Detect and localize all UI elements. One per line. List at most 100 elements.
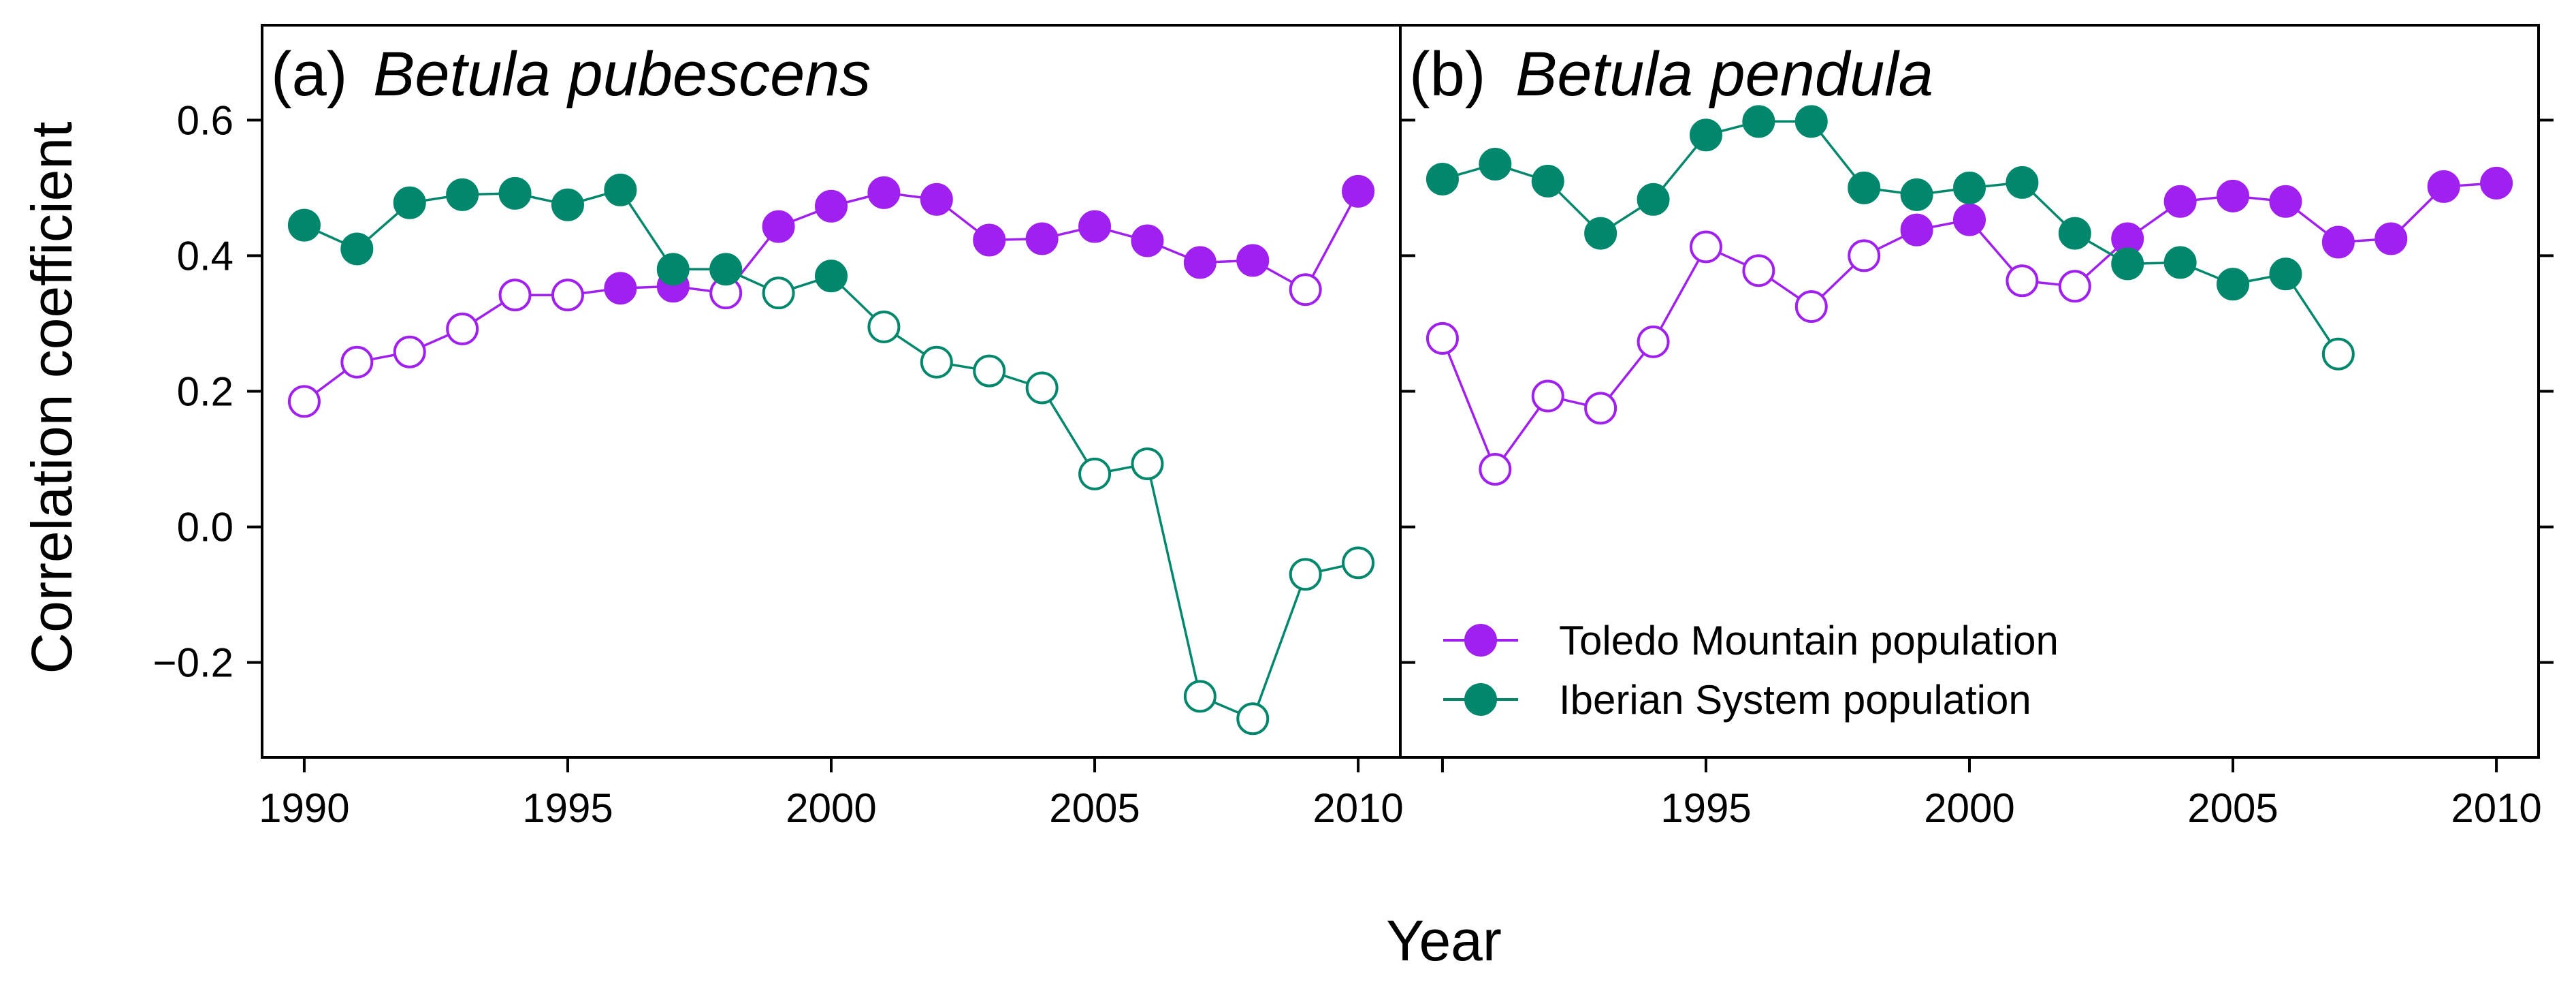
panel-b-point-iberian [2321,337,2355,371]
panel-b-point-toledo [1479,452,1512,486]
panel-b-point-iberian [1637,183,1670,216]
panel-a-point-iberian [867,310,901,343]
panel-a-point-iberian [1025,371,1059,405]
legend-marker-iberian [1464,683,1497,716]
panel-a-point-toledo [762,210,795,243]
panel-a-point-toledo [287,385,321,418]
panel-a-point-toledo [498,279,532,312]
panel-b-species-title: Betula pendula [1515,40,1933,109]
panel-a-point-iberian [1131,447,1164,481]
panel-a-plot: 1990 1995 2000 2005 2010 −0.2 0.0 0.2 0.4 0.6 [153,97,1404,831]
y-axis-title: Correlation coefficient [20,122,84,674]
panel-b-point-toledo [1848,239,1881,272]
legend-label-toledo: Toledo Mountain population [1559,618,2059,663]
panel-b-point-toledo [1426,321,1459,355]
panel-b-point-toledo [2480,166,2513,200]
panel-a-y-tick-label: 0.4 [177,233,234,279]
panel-b-point-iberian [2111,247,2144,281]
panel-a-point-toledo [973,223,1006,257]
panel-a-point-iberian [973,354,1006,388]
panel-b-point-iberian [2163,246,2197,279]
panel-a-point-toledo [1289,273,1322,306]
panel-b-point-toledo [2321,225,2355,259]
panel-b-point-iberian [2006,166,2039,199]
panel-a-point-iberian [1078,457,1112,490]
panel-a-point-iberian [1289,558,1322,591]
panel-b-x-tick-label: 1995 [1660,785,1751,831]
panel-b-point-toledo [1689,230,1722,264]
panel-b-point-toledo [2269,185,2302,218]
panel-a-point-iberian [498,176,532,210]
panel-a-point-toledo [1078,210,1112,243]
panel-b-point-iberian [2269,257,2302,291]
panel-b-point-toledo [1953,203,1986,236]
panel-b-point-iberian [1953,171,1986,204]
panel-a-x-tick-label: 2010 [1313,785,1403,831]
legend: Toledo Mountain population Iberian Syste… [1443,618,2059,723]
panel-b-point-iberian [1900,178,1933,211]
panel-b-point-iberian [2217,268,2250,301]
legend-marker-toledo [1464,624,1497,657]
panel-a-point-toledo [1236,244,1270,277]
panel-a-y-tick-label: 0.0 [177,505,234,550]
panel-b-point-iberian [1531,164,1564,198]
panel-b-point-iberian [1584,217,1617,250]
panel-a-point-toledo [815,189,848,223]
x-axis-title: Year [1386,909,1502,973]
panel-a-point-toledo [551,279,584,312]
panel-a-point-iberian [340,232,374,266]
panel-a-point-iberian [1236,702,1270,736]
panel-b-point-toledo [1794,290,1828,324]
panel-b-label: (b) [1409,40,1485,109]
panel-b-point-toledo [1584,392,1617,425]
panel-a-point-iberian [656,253,690,286]
panel-a-point-toledo [867,176,901,209]
panel-a-point-toledo [393,335,426,368]
panel-a-point-iberian [815,259,848,293]
panel-a-y-tick-label: −0.2 [153,640,234,686]
panel-b-point-toledo [1531,379,1564,413]
panel-b-point-iberian [1426,162,1459,195]
panel-a-point-iberian [762,277,795,310]
panel-b-point-iberian [1742,105,1775,138]
panel-b-point-toledo [2163,185,2197,218]
panel-b-point-iberian [1848,171,1881,204]
panel-a-point-iberian [604,173,637,206]
panel-b-point-iberian [1479,148,1512,181]
panel-b-x-tick-label: 2010 [2451,785,2541,831]
panel-b-x-tick-label: 2005 [2187,785,2278,831]
panel-a-point-iberian [1183,680,1217,713]
panel-a-point-toledo [604,272,637,305]
panel-b-plot: 1995 2000 2005 2010 [1400,105,2554,831]
panel-a-point-toledo [1131,224,1164,257]
panel-a-point-iberian [920,345,953,379]
panel-b-point-iberian [1689,119,1722,152]
panel-a-species-title: Betula pubescens [373,40,871,109]
panel-a-x-tick-label: 1995 [522,785,613,831]
panel-a-x-tick-label: 2005 [1049,785,1140,831]
panel-b-betula-pendula: (b) Betula pendula 1995 2000 2005 2010 Tole… [1399,24,2554,831]
panel-a-x-tick-label: 2000 [786,785,876,831]
panel-a-point-iberian [1342,546,1375,580]
panel-a-point-toledo [340,345,374,379]
panel-b-point-toledo [2374,222,2408,255]
panel-a-point-iberian [287,208,321,242]
panel-b-point-toledo [2427,170,2460,203]
panel-a-point-toledo [1183,246,1217,279]
panel-b-point-iberian [1794,105,1828,138]
panel-a-point-iberian [709,253,743,286]
panel-b-point-iberian [2058,217,2091,250]
legend-item-toledo: Toledo Mountain population [1443,618,2059,663]
panel-b-point-toledo [2058,270,2091,303]
panel-a-point-toledo [446,312,479,345]
panel-b-point-toledo [2006,264,2039,298]
panel-b-point-toledo [2217,179,2250,213]
panel-a-point-iberian [551,188,584,221]
panel-a-x-tick-label: 1990 [259,785,349,831]
panel-b-point-toledo [1742,254,1775,287]
panel-a-point-toledo [1025,222,1059,255]
panel-a-y-tick-label: 0.6 [177,97,234,143]
panel-a-point-toledo [920,183,953,216]
panel-a-y-tick-label: 0.2 [177,369,234,415]
